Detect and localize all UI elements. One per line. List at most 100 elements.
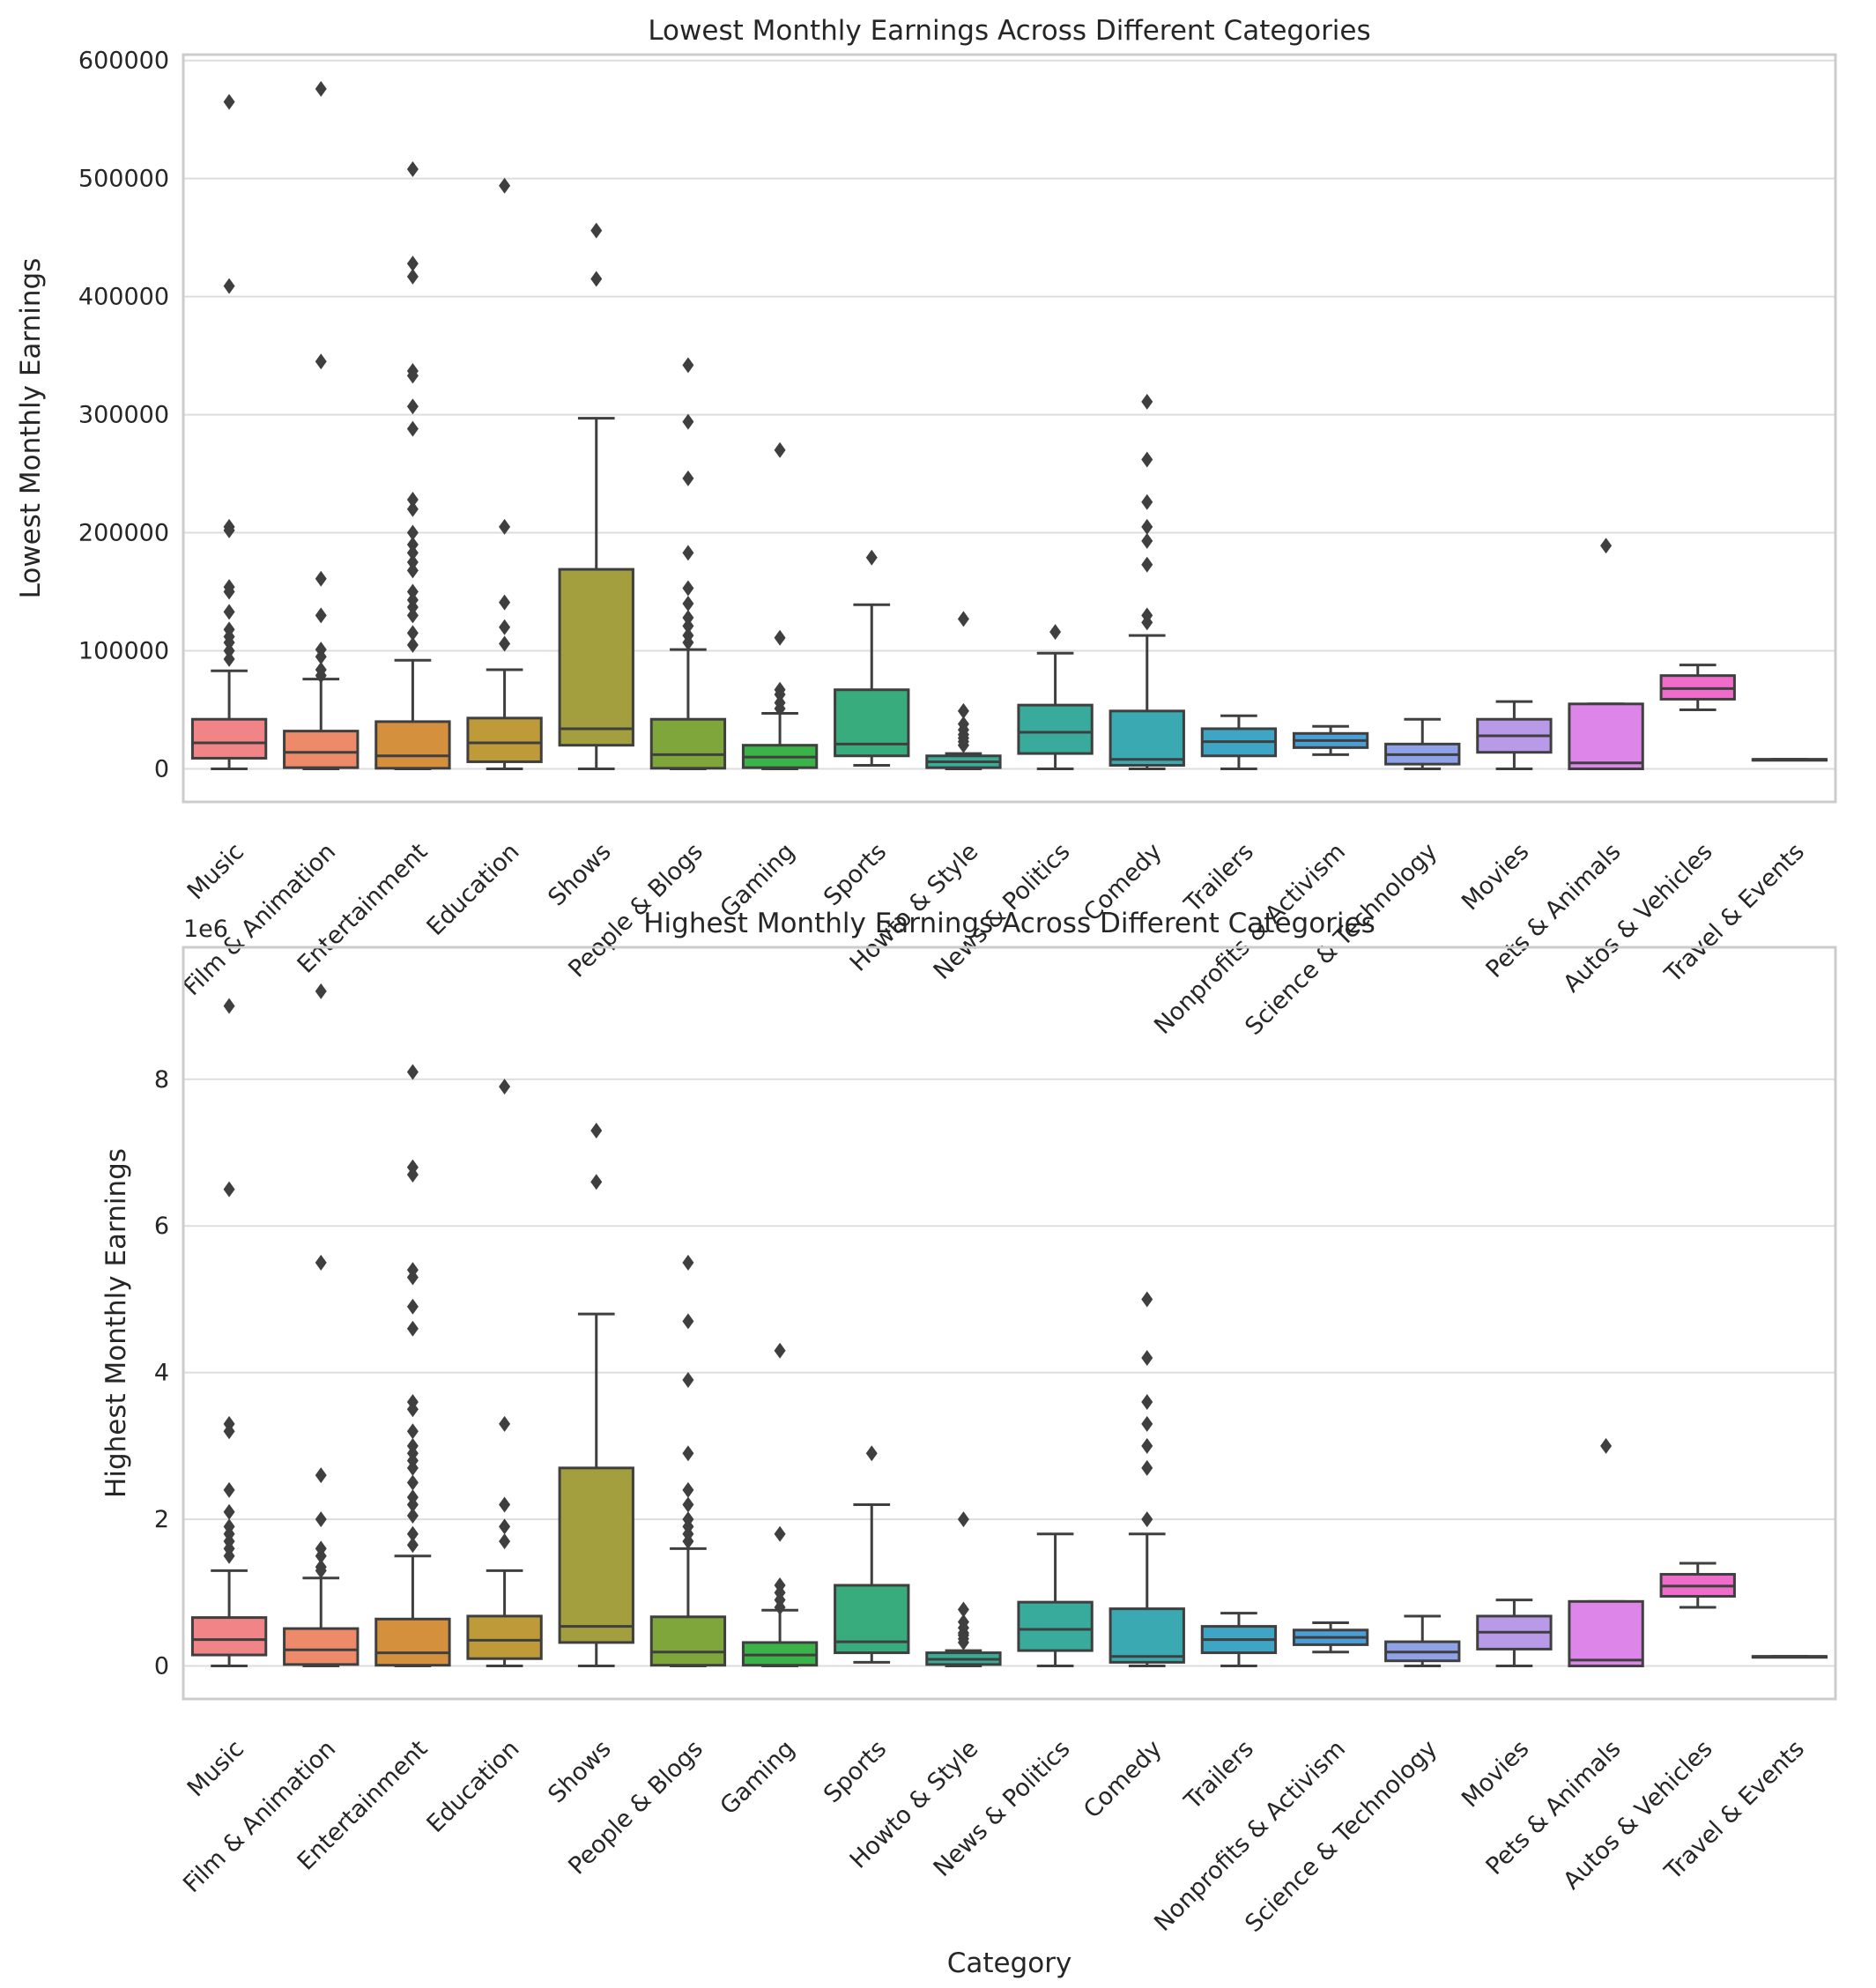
outlier-point — [1141, 1459, 1153, 1476]
box-film-animation — [283, 80, 360, 770]
box-shows — [558, 222, 634, 770]
outlier-point — [1141, 1350, 1153, 1367]
outlier-point — [315, 80, 327, 97]
y-tick-label: 400000 — [78, 284, 169, 311]
outlier-point — [315, 1467, 327, 1484]
iqr-box — [649, 717, 727, 770]
box-comedy — [1109, 1291, 1185, 1668]
lowest-boxes — [190, 80, 1828, 770]
box-pets-animals — [1568, 1437, 1644, 1668]
outlier-point — [499, 635, 511, 652]
outlier-point — [682, 618, 694, 634]
iqr-box — [466, 716, 543, 763]
outlier-point — [682, 413, 694, 430]
outlier-point — [1600, 1437, 1613, 1454]
box-trailers — [1200, 714, 1278, 770]
outlier-point — [774, 441, 786, 458]
highest-boxes — [190, 983, 1828, 1668]
highest-grid — [183, 1078, 1835, 1667]
outlier-point — [590, 1123, 603, 1139]
x-tick-label: Education — [422, 1735, 525, 1838]
outlier-point — [957, 702, 969, 719]
outlier-point — [406, 492, 419, 508]
outlier-point — [682, 634, 694, 651]
outlier-point — [223, 1181, 235, 1198]
outlier-point — [774, 1342, 786, 1359]
box-music — [190, 998, 268, 1668]
x-tick-label: Science & Technology — [1240, 1735, 1442, 1938]
outlier-point — [499, 1496, 511, 1513]
outlier-point — [499, 1415, 511, 1432]
outlier-point — [499, 1079, 511, 1095]
box-people-blogs — [649, 357, 727, 770]
outlier-point — [957, 1634, 969, 1650]
outlier-point — [499, 1518, 511, 1535]
outlier-point — [1141, 1511, 1153, 1528]
outlier-point — [682, 1254, 694, 1271]
iqr-box — [283, 730, 360, 769]
outlier-point — [406, 562, 419, 579]
outlier-point — [774, 686, 786, 703]
outlier-point — [682, 1481, 694, 1498]
iqr-box — [1568, 702, 1644, 770]
outlier-point — [406, 1166, 419, 1183]
outlier-point — [957, 737, 969, 753]
iqr-box — [1017, 703, 1094, 755]
outlier-point — [223, 650, 235, 667]
box-entertainment — [374, 160, 451, 770]
outlier-point — [406, 1474, 419, 1491]
x-tick-label: Music — [182, 838, 249, 905]
iqr-box — [558, 567, 634, 747]
box-news-politics — [1017, 624, 1094, 770]
box-nonprofits-activism — [1292, 724, 1369, 756]
outlier-point — [406, 398, 419, 415]
iqr-box — [466, 1614, 543, 1660]
highest-plot-frame — [182, 946, 1837, 1701]
box-news-politics — [1017, 1532, 1094, 1668]
outlier-point — [1141, 556, 1153, 573]
iqr-box — [1568, 1599, 1644, 1668]
outlier-point — [406, 1459, 419, 1476]
iqr-box — [374, 720, 451, 770]
outlier-point — [1141, 614, 1153, 631]
box-education — [466, 1079, 543, 1668]
outlier-point — [406, 160, 419, 177]
outlier-point — [315, 983, 327, 999]
box-music — [190, 93, 268, 770]
y-tick-label: 8 — [154, 1066, 169, 1094]
outlier-point — [406, 1064, 419, 1080]
iqr-box — [1109, 1607, 1185, 1664]
outlier-point — [223, 583, 235, 600]
outlier-point — [223, 634, 235, 651]
y-tick-label: 0 — [154, 755, 169, 783]
outlier-point — [499, 594, 511, 611]
outlier-point — [1049, 624, 1062, 641]
lowest-chart-title: Lowest Monthly Earnings Across Different… — [648, 15, 1370, 47]
outlier-point — [406, 1320, 419, 1337]
outlier-point — [406, 1507, 419, 1524]
x-tick-label: Trailers — [1179, 1735, 1259, 1815]
x-tick-label: Shows — [543, 1735, 616, 1808]
outlier-point — [223, 278, 235, 294]
box-science-technology — [1384, 717, 1461, 770]
outlier-point — [865, 1445, 878, 1462]
outlier-point — [406, 554, 419, 571]
y-tick-label: 600000 — [78, 48, 169, 75]
outlier-point — [682, 1313, 694, 1330]
iqr-box — [374, 1617, 451, 1667]
outlier-point — [406, 625, 419, 642]
outlier-point — [499, 1533, 511, 1550]
iqr-box — [1109, 709, 1185, 767]
outlier-point — [406, 636, 419, 653]
outlier-point — [774, 629, 786, 646]
outlier-point — [774, 1599, 786, 1615]
outlier-point — [682, 1533, 694, 1550]
outlier-point — [406, 367, 419, 384]
y-tick-label: 4 — [154, 1360, 169, 1387]
y-tick-label: 300000 — [78, 402, 169, 429]
box-autos-vehicles — [1659, 1561, 1736, 1609]
outlier-point — [223, 93, 235, 110]
